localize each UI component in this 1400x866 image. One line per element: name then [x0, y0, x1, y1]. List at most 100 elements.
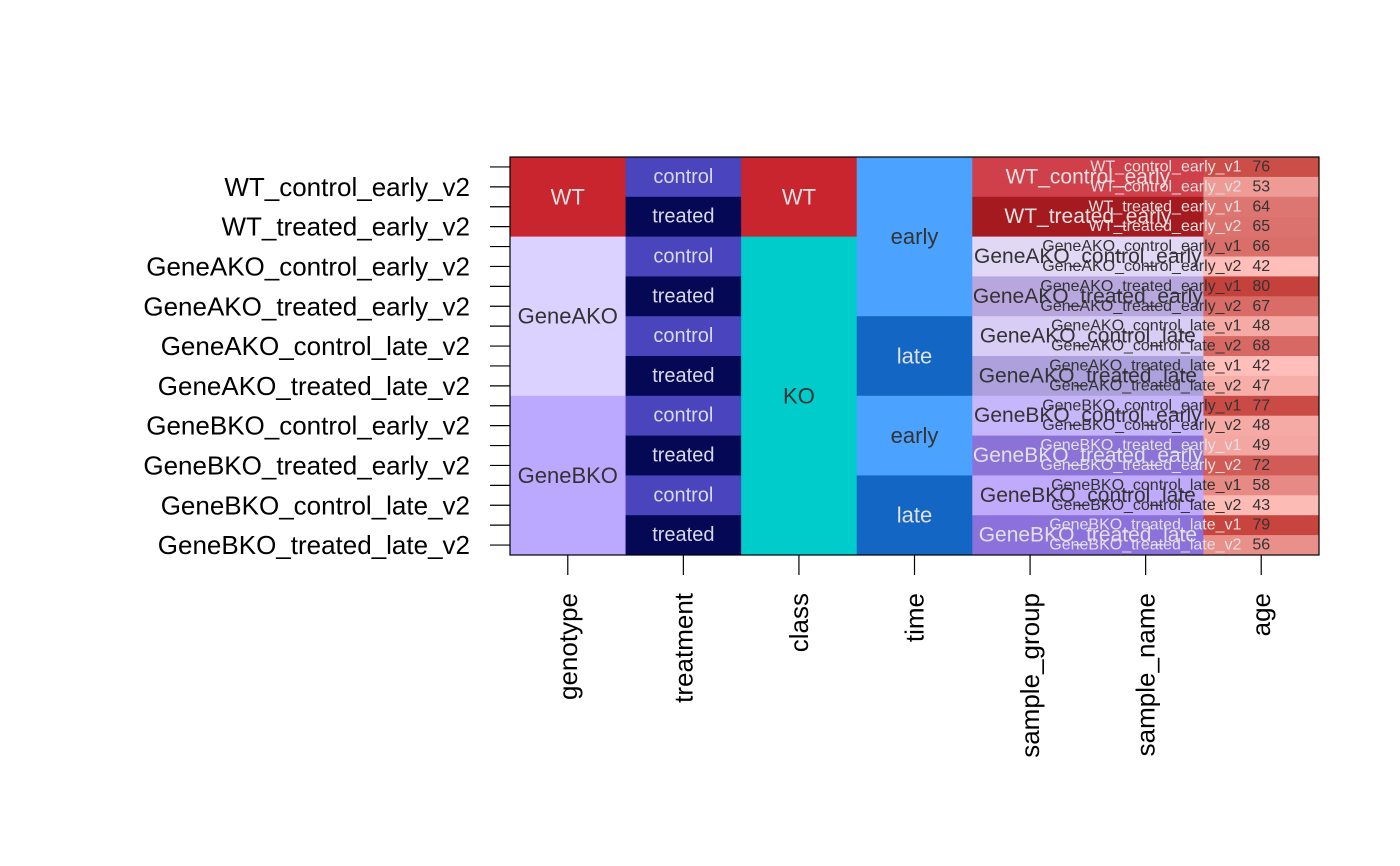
age-cell-label: 65	[1252, 218, 1270, 235]
sample-group-cell	[972, 276, 1089, 317]
time-cell-label: early	[891, 224, 939, 249]
sample-group-cell	[972, 435, 1089, 476]
treatment-cell-label: control	[653, 405, 713, 427]
age-cell-label: 48	[1252, 318, 1270, 335]
sample-name-cell-label: GeneBKO_treated_late_v2	[1049, 537, 1241, 554]
column-axis: genotype treatment class time sample_group sa…	[553, 555, 1276, 758]
sample-group-cell-label: GeneAKO_control_early	[974, 245, 1202, 268]
sample-name-cell-label: GeneAKO_control_early_v1	[1042, 238, 1241, 255]
sample-name-cell-label: WT_treated_early_v1	[1088, 198, 1241, 215]
class-cell-label: KO	[783, 383, 815, 408]
treatment-cell	[625, 276, 742, 317]
sample-name-cell	[1087, 475, 1204, 516]
row-label: GeneAKO_control_late_v2	[161, 331, 470, 361]
age-cell-label: 58	[1252, 477, 1270, 494]
sample-name-cell	[1087, 157, 1204, 198]
genotype-cell	[510, 236, 627, 397]
age-cell	[1203, 356, 1320, 377]
sample-group-cell	[972, 475, 1089, 516]
age-cell	[1203, 415, 1320, 437]
age-cell	[1203, 435, 1320, 456]
sample-name-cell-label: GeneBKO_control_late_v1	[1051, 477, 1241, 494]
sample-group-cell-label: WT_treated_early	[1004, 205, 1171, 228]
sample-group-cell-label: GeneBKO_treated_early	[973, 444, 1203, 467]
sample-group-cell	[972, 356, 1089, 397]
treatment-cell	[625, 356, 742, 397]
sample-name-cell-label: GeneBKO_control_late_v2	[1051, 497, 1241, 514]
column-label: sample_name	[1131, 593, 1161, 756]
sample-group-cell-label: GeneAKO_treated_late	[979, 364, 1197, 387]
age-cell	[1203, 515, 1320, 536]
age-cell-label: 72	[1252, 457, 1270, 474]
time-cell-label: late	[897, 344, 932, 369]
treatment-cell-label: control	[653, 166, 713, 188]
row-label: GeneBKO_treated_early_v2	[143, 450, 470, 480]
treatment-cell-label: treated	[652, 445, 714, 467]
sample-name-cell-label: GeneAKO_treated_late_v1	[1049, 357, 1241, 374]
age-cell-label: 53	[1252, 178, 1270, 195]
age-cell-label: 56	[1252, 537, 1270, 554]
treatment-cell	[625, 236, 742, 277]
sample-name-cell-label: GeneAKO_treated_late_v2	[1049, 377, 1241, 394]
sample-name-cell	[1087, 395, 1204, 437]
column-label: genotype	[553, 593, 583, 700]
treatment-cell	[625, 395, 742, 437]
sample-name-cell-label: GeneBKO_treated_late_v1	[1049, 517, 1241, 534]
time-cell-label: early	[891, 423, 939, 448]
age-cell	[1203, 196, 1320, 218]
genotype-cell-label: GeneAKO	[518, 304, 618, 329]
sample-name-cell-label: GeneAKO_control_late_v2	[1051, 338, 1241, 355]
age-cell-label: 76	[1252, 158, 1270, 175]
age-cell	[1203, 236, 1320, 257]
age-cell	[1203, 395, 1320, 417]
age-cell-label: 42	[1252, 357, 1270, 374]
sample-name-cell	[1087, 196, 1204, 238]
sample-name-cell	[1087, 316, 1204, 357]
treatment-cell	[625, 475, 742, 516]
age-cell-label: 66	[1252, 238, 1270, 255]
sample-group-cell-label: GeneBKO_treated_late	[979, 524, 1197, 547]
column-label: class	[784, 593, 814, 652]
row-label: GeneAKO_control_early_v2	[146, 251, 470, 281]
age-cell	[1203, 176, 1320, 198]
column-label: age	[1246, 593, 1276, 636]
column-label: time	[900, 593, 930, 642]
sample-name-cell-label: GeneAKO_control_early_v2	[1042, 258, 1241, 275]
sample-group-cell	[972, 157, 1089, 198]
age-cell	[1203, 316, 1320, 337]
treatment-cell-label: control	[653, 246, 713, 268]
genotype-cell-label: WT	[551, 184, 585, 209]
row-label: GeneAKO_treated_late_v2	[158, 371, 470, 401]
sample-group-cell-label: WT_control_early	[1006, 165, 1171, 188]
row-label: GeneBKO_treated_late_v2	[158, 530, 470, 560]
age-cell	[1203, 276, 1320, 297]
time-cell-label: late	[897, 503, 932, 528]
treatment-cell-label: control	[653, 484, 713, 506]
treatment-cell-label: treated	[652, 365, 714, 387]
column-label: treatment	[668, 592, 698, 703]
heatmap-cells	[510, 157, 1320, 556]
treatment-cell-label: treated	[652, 206, 714, 228]
age-cell-label: 43	[1252, 497, 1270, 514]
sample-name-cell-label: WT_control_early_v2	[1090, 178, 1241, 195]
sample-name-cell	[1087, 356, 1204, 397]
sample-name-cell	[1087, 435, 1204, 476]
sample-group-cell	[972, 515, 1089, 556]
sample-name-cell-label: GeneAKO_treated_early_v2	[1040, 298, 1241, 315]
sample-name-cell-label: GeneBKO_control_early_v2	[1042, 417, 1241, 434]
treatment-cell	[625, 316, 742, 357]
age-cell-label: 48	[1252, 417, 1270, 434]
age-cell-label: 68	[1252, 338, 1270, 355]
age-cell	[1203, 296, 1320, 317]
treatment-cell	[625, 196, 742, 238]
sample-name-cell-label: GeneBKO_treated_early_v2	[1040, 457, 1241, 474]
time-cell	[856, 157, 973, 317]
age-cell-label: 49	[1252, 437, 1270, 454]
row-label: WT_treated_early_v2	[221, 212, 470, 242]
age-cell	[1203, 495, 1320, 516]
sample-group-cell-label: GeneAKO_treated_early	[973, 285, 1203, 308]
sample-name-cell-label: GeneBKO_treated_early_v1	[1040, 437, 1241, 454]
treatment-cell	[625, 435, 742, 476]
sample-name-cell-label: GeneAKO_treated_early_v1	[1040, 278, 1241, 295]
age-cell-label: 64	[1252, 198, 1270, 215]
